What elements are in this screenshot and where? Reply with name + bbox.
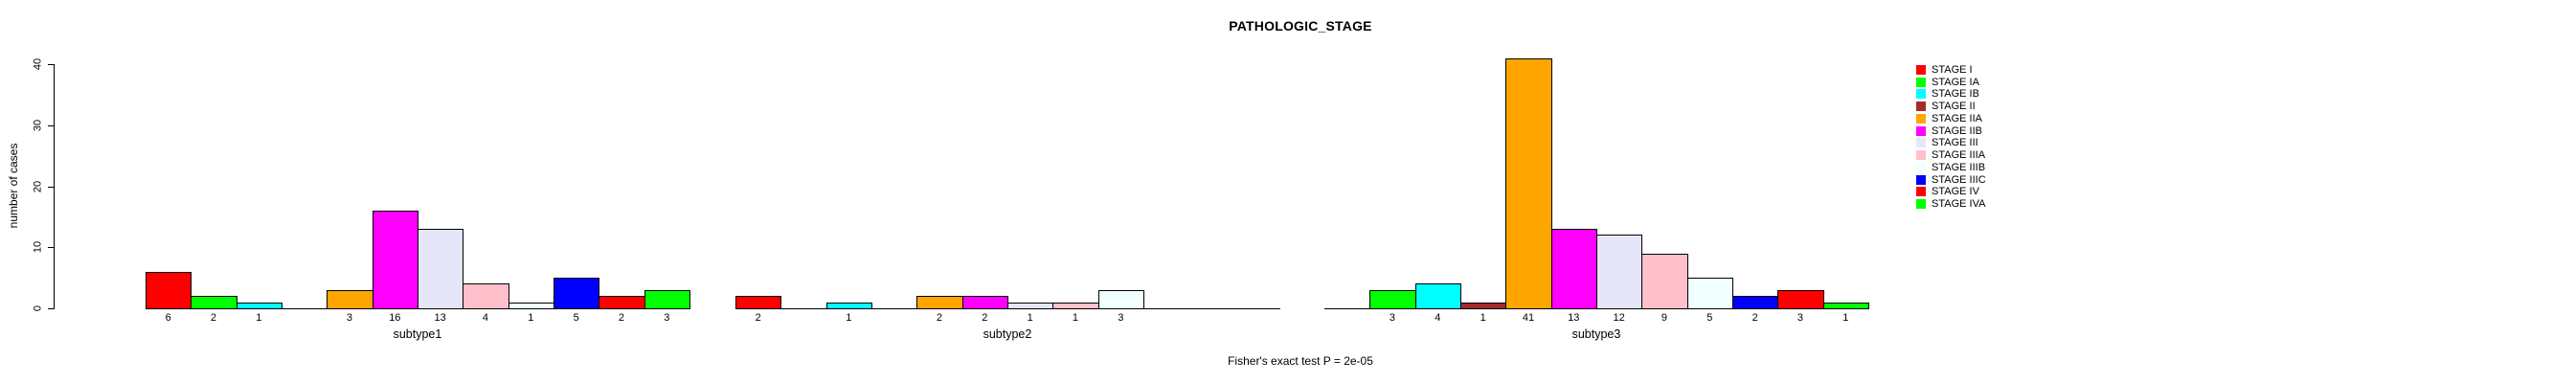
stat-test-note: Fisher's exact test P = 2e-05	[1228, 354, 1373, 368]
legend-swatch-stage-ii	[1916, 101, 1926, 112]
bar-value-label: 16	[389, 312, 401, 324]
y-axis-label: number of cases	[7, 143, 20, 229]
bar-subtype3-stage-ii	[1459, 303, 1507, 309]
legend-label-stage-iii: STAGE III	[1932, 137, 1978, 149]
bar-value-label: 3	[346, 312, 353, 324]
bar-value-label: 1	[1480, 312, 1486, 324]
legend-label-stage-ib: STAGE IB	[1932, 88, 1979, 101]
bar-value-label: 2	[618, 312, 625, 324]
bar-value-label: 12	[1613, 312, 1625, 324]
y-axis-tick-label: 0	[32, 304, 44, 312]
legend-label-stage-iv: STAGE IV	[1932, 186, 1979, 198]
y-axis-tick	[48, 124, 55, 126]
bar-subtype3-stage-iib	[1550, 229, 1597, 309]
bar-subtype1-stage-iva	[644, 290, 690, 309]
bar-value-label: 2	[1751, 312, 1758, 324]
bar-value-label: 41	[1522, 312, 1535, 324]
chart-title: PATHOLOGIC_STAGE	[1229, 18, 1372, 34]
legend-swatch-stage-ia	[1916, 77, 1926, 87]
bar-subtype3-stage-iiia	[1641, 254, 1688, 309]
y-axis-tick	[48, 186, 55, 188]
bar-subtype1-stage-iiic	[553, 278, 600, 309]
bar-subtype3-stage-ib	[1414, 283, 1461, 309]
legend-swatch-stage-i	[1916, 65, 1926, 75]
y-axis-tick	[48, 247, 55, 249]
bar-subtype2-stage-ib	[825, 303, 872, 309]
bar-value-label: 4	[1435, 312, 1441, 324]
bar-subtype3-stage-iv	[1777, 290, 1824, 309]
bar-subtype3-stage-iiic	[1731, 296, 1779, 309]
bar-subtype2-stage-iiia	[1052, 303, 1099, 309]
bar-subtype2-stage-i	[735, 296, 782, 309]
bar-subtype1-stage-i	[146, 272, 192, 309]
bar-value-label: 1	[1027, 312, 1033, 324]
bar-value-label: 2	[936, 312, 943, 324]
legend-swatch-stage-iia	[1916, 113, 1926, 124]
bar-value-label: 9	[1661, 312, 1668, 324]
bar-subtype1-stage-iii	[417, 229, 464, 309]
bar-subtype3-stage-iiib	[1686, 278, 1733, 309]
legend-label-stage-ia: STAGE IA	[1932, 76, 1979, 88]
legend-swatch-stage-iva	[1916, 199, 1926, 210]
legend-label-stage-iva: STAGE IVA	[1932, 198, 1986, 211]
bar-subtype2-stage-iii	[1006, 303, 1054, 309]
legend-label-stage-iiib: STAGE IIIB	[1932, 161, 1986, 173]
legend-label-stage-ii: STAGE II	[1932, 101, 1976, 113]
bar-subtype1-stage-iv	[599, 296, 645, 309]
bar-value-label: 4	[482, 312, 489, 324]
bar-value-label: 6	[165, 312, 171, 324]
bar-value-label: 3	[1796, 312, 1804, 324]
legend-label-stage-iiic: STAGE IIIC	[1932, 173, 1986, 186]
bar-subtype3-stage-iia	[1505, 58, 1552, 309]
bar-value-label: 1	[256, 312, 262, 324]
bar-value-label: 3	[664, 312, 670, 324]
legend-swatch-stage-ib	[1916, 89, 1926, 100]
bar-value-label: 5	[573, 312, 579, 324]
y-axis-tick-label: 30	[32, 119, 44, 131]
bar-subtype1-stage-iiib	[508, 303, 554, 309]
bar-value-label: 3	[1118, 312, 1124, 324]
legend-swatch-stage-iiib	[1916, 162, 1926, 172]
bar-value-label: 1	[846, 312, 852, 324]
bar-value-label: 1	[1072, 312, 1079, 324]
bar-subtype1-stage-ib	[236, 303, 282, 309]
bar-subtype1-stage-iiia	[463, 283, 509, 309]
y-axis-tick-label: 10	[32, 241, 44, 254]
bar-subtype2-stage-iib	[961, 296, 1008, 309]
bar-subtype3-stage-iva	[1822, 303, 1869, 309]
legend-label-stage-i: STAGE I	[1932, 64, 1973, 76]
group-label-subtype2: subtype2	[983, 327, 1032, 341]
bar-value-label: 3	[1389, 312, 1396, 324]
group-label-subtype3: subtype3	[1571, 327, 1621, 341]
legend-label-stage-iia: STAGE IIA	[1932, 112, 1982, 124]
bar-subtype3-stage-ia	[1369, 290, 1416, 309]
legend-swatch-stage-iiic	[1916, 174, 1926, 185]
bar-subtype1-stage-iia	[327, 290, 373, 309]
y-axis-tick-label: 20	[32, 180, 44, 192]
y-axis-tick-label: 40	[32, 57, 44, 71]
bar-subtype2-stage-iia	[916, 296, 963, 309]
bar-value-label: 13	[434, 312, 446, 324]
legend-swatch-stage-iib	[1916, 125, 1926, 136]
legend-swatch-stage-iv	[1916, 187, 1926, 197]
y-axis-tick	[48, 64, 55, 65]
bar-subtype2-stage-iiib	[1097, 290, 1144, 309]
bar-subtype1-stage-iib	[372, 211, 418, 309]
bar-value-label: 1	[1842, 312, 1849, 324]
group-label-subtype1: subtype1	[393, 327, 442, 341]
bar-value-label: 13	[1568, 312, 1580, 324]
legend-swatch-stage-iiia	[1916, 150, 1926, 161]
legend-label-stage-iib: STAGE IIB	[1932, 124, 1982, 137]
bar-value-label: 2	[210, 312, 217, 324]
legend-label-stage-iiia: STAGE IIIA	[1932, 149, 1986, 162]
bar-value-label: 2	[755, 312, 761, 324]
bar-subtype1-stage-ia	[191, 296, 237, 309]
legend-swatch-stage-iii	[1916, 138, 1926, 148]
bar-value-label: 1	[528, 312, 534, 324]
bar-subtype3-stage-iii	[1595, 235, 1643, 309]
bar-value-label: 2	[982, 312, 988, 324]
y-axis-tick	[48, 308, 55, 309]
bar-value-label: 5	[1706, 312, 1713, 324]
